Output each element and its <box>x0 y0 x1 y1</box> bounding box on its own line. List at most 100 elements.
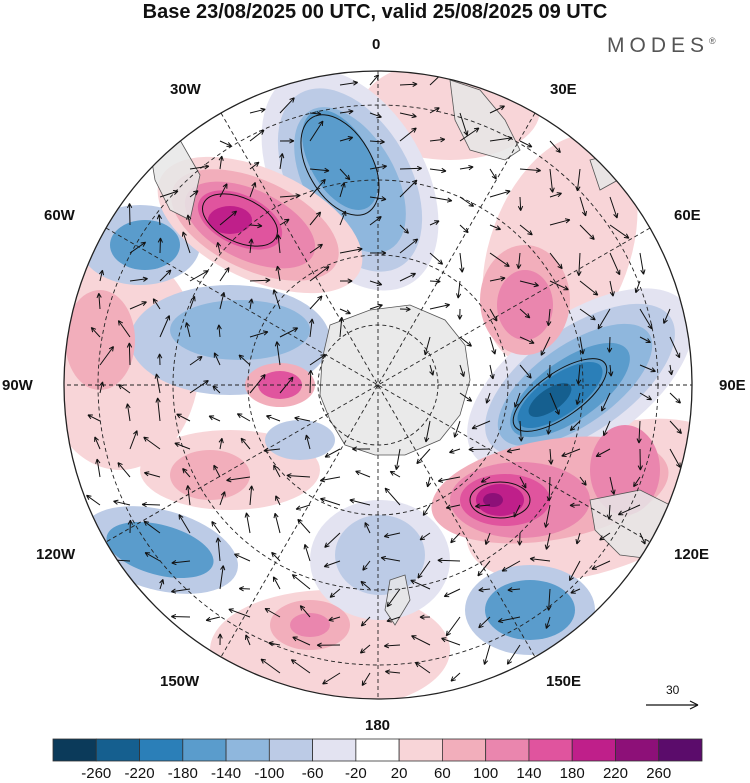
wind-arrow-icon <box>263 447 281 453</box>
wind-arrow-icon <box>570 588 581 594</box>
wind-arrow-icon <box>340 278 353 284</box>
wind-vectors <box>86 71 682 687</box>
reference-vector-label: 30 <box>666 683 680 697</box>
wind-arrow-icon <box>271 551 281 562</box>
wind-arrow-icon <box>471 420 491 430</box>
lon-label-120e: 120E <box>674 546 710 563</box>
wind-arrow-icon <box>394 448 401 470</box>
wind-arrow-icon <box>228 608 251 618</box>
wind-arrow-icon <box>303 543 311 562</box>
wind-arrow-icon <box>437 557 461 564</box>
wind-arrow-icon <box>322 672 341 685</box>
wind-arrow-icon <box>171 559 191 566</box>
wind-arrow-icon <box>95 458 101 478</box>
lon-label-60w: 60W <box>44 207 75 224</box>
wind-arrow-icon <box>369 280 383 286</box>
wind-arrow-icon <box>609 224 630 239</box>
wind-arrow-icon <box>182 468 191 478</box>
wind-arrow-icon <box>360 580 371 590</box>
wind-arrow-icon <box>156 214 163 226</box>
wind-arrow-icon <box>369 112 382 119</box>
wind-arrow-icon <box>294 416 311 422</box>
wind-arrow-icon <box>477 560 491 577</box>
wind-arrow-icon <box>260 658 281 674</box>
wind-arrow-icon <box>609 252 621 276</box>
wind-arrow-icon <box>423 336 431 356</box>
wind-arrow-icon <box>186 214 192 226</box>
wind-arrow-icon <box>457 308 463 320</box>
wind-arrow-icon <box>157 237 163 254</box>
wind-arrow-icon <box>274 341 281 366</box>
wind-arrow-icon <box>279 97 295 114</box>
graticule <box>64 71 692 699</box>
wind-arrow-icon <box>606 504 612 520</box>
wind-arrow-icon <box>143 520 161 534</box>
landmasses <box>149 79 691 626</box>
wind-arrow-icon <box>478 587 491 593</box>
modes-logo: MODES® <box>607 34 716 58</box>
wind-arrow-icon <box>478 616 491 629</box>
wind-arrow-icon <box>208 415 221 422</box>
wind-arrow-icon <box>529 556 551 562</box>
wind-arrow-icon <box>292 636 311 646</box>
wind-arrow-icon <box>279 193 301 199</box>
wind-arrow-icon <box>370 250 387 256</box>
wind-arrow-icon <box>174 442 191 450</box>
wind-arrow-icon <box>399 224 409 234</box>
wind-arrow-icon <box>459 392 473 402</box>
wind-arrow-icon <box>117 320 131 338</box>
colorbar-tick-label: 220 <box>602 765 628 782</box>
wind-arrow-icon <box>422 504 431 516</box>
wind-arrow-icon <box>362 560 371 571</box>
colorbar-tick-label: 180 <box>559 765 585 782</box>
wind-arrow-icon <box>141 501 161 508</box>
wind-arrow-icon <box>361 672 371 687</box>
wind-arrow-icon <box>608 364 614 377</box>
wind-arrow-icon <box>663 308 671 324</box>
wind-arrow-icon <box>213 464 221 478</box>
wind-arrow-icon <box>144 552 161 562</box>
brand-text: MODES <box>607 34 710 57</box>
wind-arrow-icon <box>90 326 101 338</box>
wind-arrow-icon <box>273 512 281 534</box>
wind-arrow-icon <box>248 238 254 254</box>
wind-arrow-icon <box>189 356 203 366</box>
wind-arrow-icon <box>329 588 341 598</box>
wind-arrow-icon <box>152 298 161 310</box>
wind-arrow-icon <box>519 364 532 379</box>
wind-arrow-icon <box>429 107 440 114</box>
wind-arrow-icon <box>249 107 266 114</box>
wind-arrow-icon <box>411 635 431 646</box>
colorbar-tick-label: 60 <box>434 765 451 782</box>
africa-shape <box>449 79 521 161</box>
wind-arrow-icon <box>249 277 271 283</box>
wind-arrow-icon <box>369 164 387 170</box>
wind-arrow-icon <box>419 532 431 541</box>
wind-arrow-icon <box>129 241 147 254</box>
wind-arrow-icon <box>450 532 461 544</box>
wind-arrow-icon <box>544 532 551 550</box>
wind-arrow-icon <box>189 380 209 394</box>
wind-arrow-icon <box>181 231 191 254</box>
wind-arrow-icon <box>399 81 418 87</box>
colorbar-tick-label: -180 <box>167 765 198 782</box>
wind-arrow-icon <box>489 105 505 114</box>
wind-arrow-icon <box>211 521 221 534</box>
colorbar-tick-label: -60 <box>301 765 324 782</box>
wind-arrow-icon <box>245 634 251 646</box>
wind-arrow-icon <box>519 224 533 236</box>
wind-arrow-icon <box>272 289 281 310</box>
wind-arrow-icon <box>569 560 581 582</box>
wind-arrow-icon <box>501 560 521 572</box>
wind-arrow-icon <box>129 276 148 282</box>
wind-arrow-icon <box>279 218 290 226</box>
wind-arrow-icon <box>399 238 419 254</box>
wind-arrow-icon <box>309 120 324 142</box>
wind-arrow-icon <box>279 138 295 144</box>
wind-arrow-icon <box>309 318 315 338</box>
wind-arrow-icon <box>639 532 646 545</box>
wind-arrow-icon <box>127 203 133 226</box>
wind-arrow-icon <box>219 291 226 310</box>
wind-arrow-icon <box>639 392 653 401</box>
